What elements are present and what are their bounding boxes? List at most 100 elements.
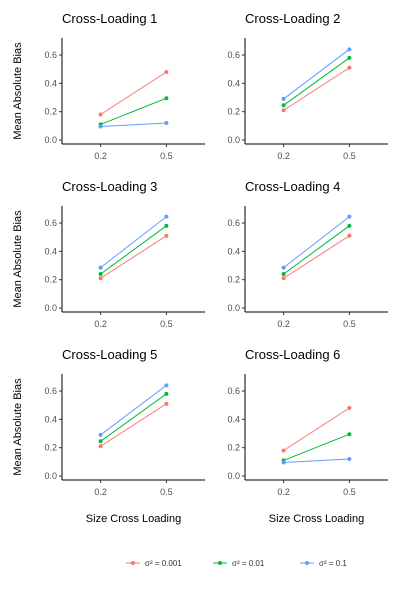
panel-1: Cross-Loading 1 0.0 0.2 0.4 0.6 0.2 0.5 Mean Ab…: [12, 11, 205, 161]
y-tick-label: 0.0: [227, 471, 240, 481]
data-point: [164, 233, 169, 238]
data-point: [164, 121, 169, 125]
legend-key-point: [305, 561, 309, 565]
data-point: [281, 272, 286, 276]
y-tick-label: 0.4: [44, 78, 57, 88]
y-tick-label: 0.6: [44, 218, 57, 228]
y-tick-label: 0.6: [227, 386, 240, 396]
legend-label: σ² = 0.1: [319, 559, 347, 568]
y-tick-label: 0.0: [227, 135, 240, 145]
data-point: [281, 448, 286, 453]
data-point: [281, 108, 286, 113]
series-line: [283, 57, 350, 106]
data-point: [281, 103, 286, 108]
x-tick-label: 0.5: [160, 487, 173, 497]
data-point: [281, 96, 286, 101]
x-tick-label: 0.5: [160, 319, 173, 329]
data-point: [347, 55, 352, 60]
panel-title: Cross-Loading 4: [245, 179, 340, 194]
data-point: [281, 265, 286, 270]
panel-title: Cross-Loading 1: [62, 11, 157, 26]
y-tick-label: 0.4: [44, 414, 57, 424]
y-tick-label: 0.0: [227, 303, 240, 313]
data-point: [347, 432, 352, 437]
y-tick-label: 0.0: [44, 303, 57, 313]
legend-label: σ² = 0.01: [232, 559, 265, 568]
y-axis-title: Mean Absolute Bias: [12, 42, 24, 140]
x-tick-label: 0.2: [277, 151, 290, 161]
x-tick-label: 0.2: [94, 487, 107, 497]
data-point: [164, 70, 169, 74]
series-line: [100, 216, 167, 269]
series-line: [283, 433, 350, 461]
series-line: [283, 67, 350, 111]
x-tick-label: 0.5: [343, 151, 356, 161]
x-tick-label: 0.2: [277, 319, 290, 329]
y-tick-label: 0.4: [227, 246, 240, 256]
panel-3: Cross-Loading 3 0.0 0.2 0.4 0.6 0.2 0.5 Mean Ab…: [12, 179, 205, 329]
data-point: [98, 276, 103, 281]
y-tick-label: 0.6: [44, 50, 57, 60]
data-point: [164, 391, 169, 396]
data-point: [98, 444, 103, 449]
data-point: [164, 223, 169, 228]
data-point: [98, 124, 103, 129]
data-point: [347, 457, 352, 461]
panel-title: Cross-Loading 2: [245, 11, 340, 26]
y-tick-label: 0.2: [44, 443, 57, 453]
y-tick-label: 0.6: [227, 218, 240, 228]
series-line: [283, 225, 350, 275]
data-point: [98, 112, 103, 117]
y-tick-label: 0.2: [227, 443, 240, 453]
data-point: [98, 265, 103, 270]
x-tick-label: 0.2: [94, 151, 107, 161]
y-tick-label: 0.4: [227, 78, 240, 88]
panel-5: Cross-Loading 5 0.0 0.2 0.4 0.6 0.2 0.5 Mean Ab…: [12, 347, 205, 525]
series-line: [283, 458, 350, 464]
data-point: [347, 406, 352, 410]
series-line: [100, 122, 167, 128]
series-line: [100, 403, 167, 447]
legend: σ² = 0.001 σ² = 0.01 σ² = 0.1: [126, 559, 347, 568]
x-axis-title: Size Cross Loading: [86, 513, 181, 525]
data-point: [98, 272, 103, 276]
data-point: [347, 47, 352, 52]
y-tick-label: 0.2: [227, 107, 240, 117]
y-axis-title: Mean Absolute Bias: [12, 210, 24, 308]
series-line: [283, 48, 350, 100]
panel-title: Cross-Loading 6: [245, 347, 340, 362]
series-line: [283, 216, 350, 269]
y-axis-title: Mean Absolute Bias: [12, 378, 24, 476]
legend-key-point: [218, 561, 222, 565]
y-tick-label: 0.4: [44, 246, 57, 256]
data-point: [98, 432, 103, 437]
y-tick-label: 0.2: [44, 107, 57, 117]
data-point: [347, 223, 352, 228]
series-line: [100, 97, 167, 125]
data-point: [164, 401, 169, 406]
y-tick-label: 0.6: [44, 386, 57, 396]
y-tick-label: 0.2: [44, 275, 57, 285]
series-line: [100, 225, 167, 275]
panel-4: Cross-Loading 4 0.0 0.2 0.4 0.6 0.2 0.5: [227, 179, 388, 329]
data-point: [281, 276, 286, 281]
series-line: [283, 235, 350, 279]
y-tick-label: 0.2: [227, 275, 240, 285]
data-point: [98, 439, 103, 444]
panel-title: Cross-Loading 5: [62, 347, 157, 362]
data-point: [347, 214, 352, 219]
y-tick-label: 0.4: [227, 414, 240, 424]
legend-key-point: [131, 561, 135, 565]
panel-title: Cross-Loading 3: [62, 179, 157, 194]
data-point: [347, 233, 352, 238]
series-line: [100, 71, 167, 115]
x-tick-label: 0.2: [277, 487, 290, 497]
legend-label: σ² = 0.001: [145, 559, 182, 568]
x-tick-label: 0.5: [343, 487, 356, 497]
data-point: [281, 460, 286, 465]
data-point: [164, 96, 169, 101]
series-line: [100, 384, 167, 436]
y-tick-label: 0.0: [44, 471, 57, 481]
series-line: [283, 407, 350, 451]
